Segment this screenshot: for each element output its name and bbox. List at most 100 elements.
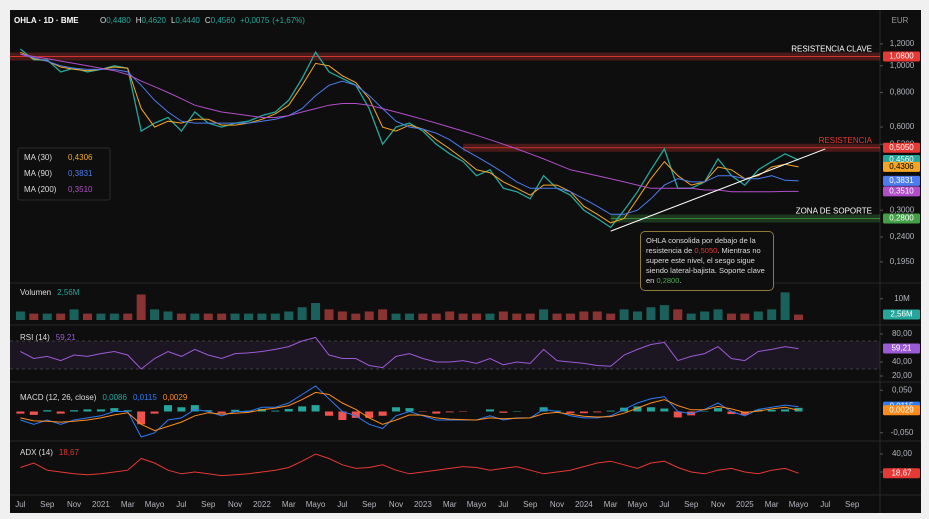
macd-histogram-bar xyxy=(284,408,293,412)
macd-histogram-bar xyxy=(338,411,347,420)
macd-histogram-bar xyxy=(324,411,333,416)
value-badge xyxy=(883,175,920,186)
volume-bar xyxy=(378,309,388,320)
x-tick-label: Mar xyxy=(282,500,296,509)
pane-value: 0,0115 xyxy=(133,393,157,402)
level-label: ZONA DE SOPORTE xyxy=(796,207,872,216)
ma-legend-box xyxy=(17,147,111,201)
macd-histogram-bar xyxy=(405,408,414,412)
x-tick-label: Jul xyxy=(15,500,25,509)
volume-bar xyxy=(136,294,146,320)
macd-histogram-bar xyxy=(163,405,172,412)
y-tick-label: 0,2400 xyxy=(890,232,915,241)
volume-bar xyxy=(525,313,535,320)
macd-histogram-bar xyxy=(499,411,508,413)
annotation: OHLA consolida por debajo de la resisten… xyxy=(640,231,774,291)
x-tick-label: 2021 xyxy=(92,500,110,509)
x-tick-label: Sep xyxy=(362,500,377,509)
ma-legend-value: 0,3831 xyxy=(68,169,93,178)
volume-bar xyxy=(29,313,39,320)
macd-histogram-bar xyxy=(714,408,723,412)
macd-histogram-bar xyxy=(96,409,105,412)
volume-bar xyxy=(472,313,482,320)
annotation-text: 0,2800 xyxy=(656,276,680,285)
annotation-text: . xyxy=(679,276,682,285)
x-tick-label: Jul xyxy=(820,500,830,509)
macd-histogram-bar xyxy=(445,411,454,413)
ohlc-letter: L xyxy=(171,16,176,25)
macd-histogram-bar xyxy=(231,409,240,412)
level-label: RESISTENCIA CLAVE xyxy=(791,45,872,54)
volume-bar xyxy=(337,311,347,320)
x-tick-label: Sep xyxy=(40,500,55,509)
pane-value: 59,21 xyxy=(56,333,77,342)
value-badge-label: 0,3831 xyxy=(889,176,914,185)
y-tick-label: 20,00 xyxy=(892,371,913,380)
macd-histogram-bar xyxy=(673,411,682,418)
ma-legend-name: MA (200) xyxy=(24,185,57,194)
volume-bar xyxy=(552,313,562,320)
macd-histogram-bar xyxy=(365,411,374,418)
macd-histogram-bar xyxy=(767,409,776,412)
value-badge-label: 59,21 xyxy=(891,344,912,353)
currency: EUR xyxy=(892,16,909,25)
x-tick-label: Nov xyxy=(67,500,81,509)
x-tick-label: Sep xyxy=(201,500,216,509)
volume-bar xyxy=(740,313,750,320)
macd-histogram-bar xyxy=(794,407,803,412)
macd-histogram-bar xyxy=(660,408,669,412)
series-line xyxy=(20,51,799,224)
macd-histogram-bar xyxy=(56,411,65,414)
level-badge xyxy=(883,213,920,224)
series-line xyxy=(20,53,799,193)
volume-bar xyxy=(217,313,227,320)
macd-histogram-bar xyxy=(392,407,401,412)
x-tick-label: 2024 xyxy=(575,500,593,509)
macd-histogram-bar xyxy=(110,408,119,412)
pane-legend: RSI (14) 59,21 xyxy=(20,333,76,342)
x-tick-label: Mar xyxy=(121,500,135,509)
y-tick-label: 10M xyxy=(894,294,910,303)
volume-bar xyxy=(646,307,656,320)
volume-bar xyxy=(190,313,200,320)
value-badge xyxy=(883,468,920,479)
x-tick-label: Jul xyxy=(659,500,669,509)
volume-bar xyxy=(163,311,173,320)
macd-histogram-bar xyxy=(177,407,186,412)
macd-histogram-bar xyxy=(43,410,52,412)
value-badge xyxy=(883,186,920,197)
level-badge-label: 0,5050 xyxy=(889,143,914,152)
x-tick-label: Mayo xyxy=(467,500,487,509)
macd-histogram-bar xyxy=(740,411,749,415)
macd-histogram-bar xyxy=(351,411,360,418)
volume-bar xyxy=(203,313,213,320)
ohlc-letter: O xyxy=(100,16,106,25)
pane-legend: MACD (12, 26, close) 0,0086 0,0115 0,0029 xyxy=(20,393,188,402)
volume-bar xyxy=(391,313,401,320)
value-badge-label: 0,0029 xyxy=(889,405,914,414)
volume-bar xyxy=(512,313,522,320)
volume-bar xyxy=(284,311,294,320)
ma-legend-name: MA (30) xyxy=(24,153,52,162)
macd-histogram-bar xyxy=(137,411,146,425)
volume-bar xyxy=(565,313,575,320)
macd-histogram-bar xyxy=(727,411,736,415)
volume-bar xyxy=(592,311,602,320)
trendline xyxy=(610,148,826,232)
volume-bar xyxy=(404,313,414,320)
x-tick-label: Sep xyxy=(684,500,699,509)
annotation-text: OHLA consolida por debajo de la resisten… xyxy=(646,236,756,255)
pane-title: Volumen xyxy=(20,288,51,297)
x-tick-label: Mar xyxy=(604,500,618,509)
x-tick-label: Mayo xyxy=(789,500,809,509)
volume-bar xyxy=(767,309,777,320)
panel xyxy=(10,10,921,513)
x-tick-label: Mar xyxy=(765,500,779,509)
pane-separators xyxy=(10,282,921,496)
series-line xyxy=(20,391,799,432)
y-tick-label: 80,00 xyxy=(892,329,913,338)
macd-histogram-bar xyxy=(16,411,25,414)
volume-bar xyxy=(619,309,629,320)
